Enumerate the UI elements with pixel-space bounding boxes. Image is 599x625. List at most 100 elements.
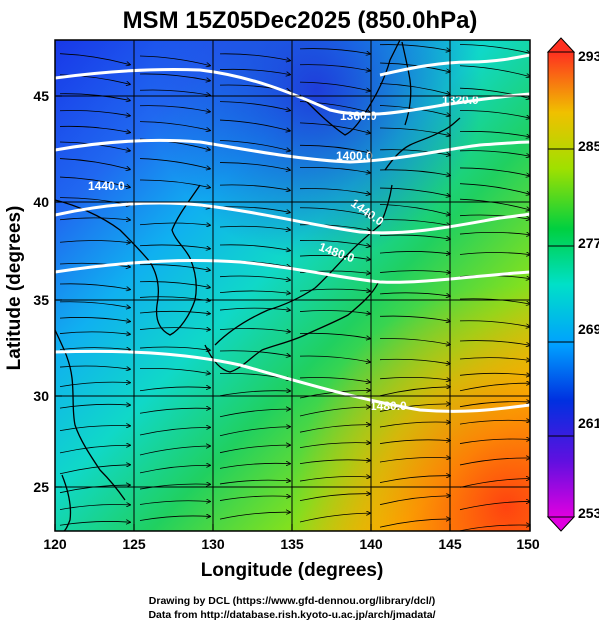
lat-lon-grid bbox=[55, 40, 530, 531]
map-title: MSM 15Z05Dec2025 (850.0hPa) bbox=[123, 7, 478, 34]
streamline bbox=[299, 494, 370, 502]
streamline bbox=[59, 218, 130, 220]
streamline bbox=[139, 244, 210, 249]
streamline bbox=[219, 206, 290, 213]
streamline bbox=[459, 183, 530, 195]
x-tick-label: 130 bbox=[201, 536, 225, 552]
streamline bbox=[219, 162, 290, 171]
contour-1360 bbox=[55, 67, 530, 116]
streamline bbox=[299, 332, 370, 338]
streamline bbox=[139, 346, 210, 350]
streamline bbox=[299, 310, 370, 313]
streamline bbox=[59, 521, 130, 526]
x-tick-label: 120 bbox=[43, 536, 67, 552]
streamline bbox=[59, 465, 130, 475]
plot-area: 1320.0 1360.0 1400.0 1440.0 1440.0 1480.… bbox=[55, 40, 530, 531]
streamline bbox=[139, 264, 210, 271]
streamline bbox=[379, 422, 450, 428]
x-tick-label: 150 bbox=[516, 536, 540, 552]
streamline bbox=[459, 402, 530, 408]
y-ticks bbox=[55, 95, 62, 488]
contour-1320 bbox=[379, 53, 530, 77]
streamline bbox=[379, 251, 450, 253]
contour-label-1440-west: 1440.0 bbox=[88, 179, 125, 193]
colorbar: 293 285 277 269 261 253 bbox=[546, 37, 599, 532]
streamline bbox=[59, 110, 130, 115]
coast-japan-honshu bbox=[214, 184, 393, 346]
streamline bbox=[139, 446, 210, 456]
streamline bbox=[379, 271, 450, 273]
streamline bbox=[139, 408, 210, 414]
streamline bbox=[219, 119, 290, 131]
streamline bbox=[379, 187, 450, 196]
streamline bbox=[219, 427, 290, 437]
streamline bbox=[379, 476, 450, 483]
contour-label-1320: 1320.0 bbox=[442, 93, 479, 107]
streamline bbox=[219, 101, 290, 111]
streamline bbox=[59, 317, 130, 321]
streamline bbox=[219, 496, 290, 501]
contour-label-1360: 1360.0 bbox=[340, 109, 377, 123]
y-tick-label: 35 bbox=[33, 292, 49, 308]
y-tick-label: 45 bbox=[33, 88, 49, 104]
streamline bbox=[219, 480, 290, 485]
streamline bbox=[299, 64, 370, 71]
streamline bbox=[459, 320, 530, 327]
y-axis: 45 40 35 30 25 Latitude (degrees) bbox=[4, 88, 62, 495]
streamline bbox=[59, 176, 130, 187]
coast-china-south bbox=[55, 329, 126, 501]
streamline bbox=[379, 203, 450, 215]
contour-1400 bbox=[55, 138, 530, 164]
streamline bbox=[379, 387, 450, 397]
streamline bbox=[299, 377, 370, 382]
streamline bbox=[379, 315, 450, 321]
colorbar-label-277: 277 bbox=[578, 235, 599, 251]
streamline bbox=[299, 443, 370, 449]
streamline bbox=[459, 383, 530, 392]
streamline bbox=[59, 301, 130, 308]
streamline bbox=[139, 465, 210, 474]
streamline bbox=[299, 460, 370, 464]
coast-taiwan bbox=[61, 474, 72, 531]
streamline bbox=[219, 68, 290, 74]
streamline bbox=[379, 496, 450, 506]
streamline bbox=[459, 373, 530, 375]
streamline bbox=[459, 357, 530, 361]
streamline bbox=[139, 311, 210, 313]
streamline bbox=[219, 350, 290, 356]
streamline bbox=[219, 512, 290, 520]
colorbar-label-261: 261 bbox=[578, 415, 599, 431]
streamline bbox=[459, 150, 530, 157]
streamline bbox=[59, 382, 130, 388]
streamline bbox=[299, 81, 370, 91]
streamline bbox=[459, 420, 530, 425]
y-tick-label: 40 bbox=[33, 194, 49, 210]
colorbar-ticks bbox=[548, 148, 574, 437]
streamline bbox=[59, 262, 130, 267]
streamline bbox=[59, 93, 130, 101]
streamline bbox=[139, 105, 210, 112]
streamline bbox=[59, 283, 130, 290]
streamline bbox=[299, 224, 370, 231]
streamline bbox=[459, 253, 530, 255]
streamline bbox=[379, 44, 450, 51]
coast-korea-china bbox=[55, 184, 201, 336]
y-tick-label: 30 bbox=[33, 388, 49, 404]
streamline bbox=[139, 158, 210, 169]
streamline bbox=[459, 501, 530, 511]
streamline bbox=[59, 158, 130, 170]
contour-1520 bbox=[55, 349, 530, 413]
streamline bbox=[299, 144, 370, 153]
colorbar-label-269: 269 bbox=[578, 321, 599, 337]
y-tick-label: 25 bbox=[33, 479, 49, 495]
streamline bbox=[459, 439, 530, 444]
wind-streamlines bbox=[59, 44, 530, 531]
streamline bbox=[59, 240, 130, 242]
streamline bbox=[379, 440, 450, 445]
colorbar-label-293: 293 bbox=[578, 48, 599, 64]
streamline bbox=[139, 121, 210, 131]
streamline bbox=[219, 140, 290, 151]
streamline bbox=[459, 478, 530, 488]
x-axis: 120 125 130 135 140 145 150 Longitude (d… bbox=[43, 524, 540, 581]
